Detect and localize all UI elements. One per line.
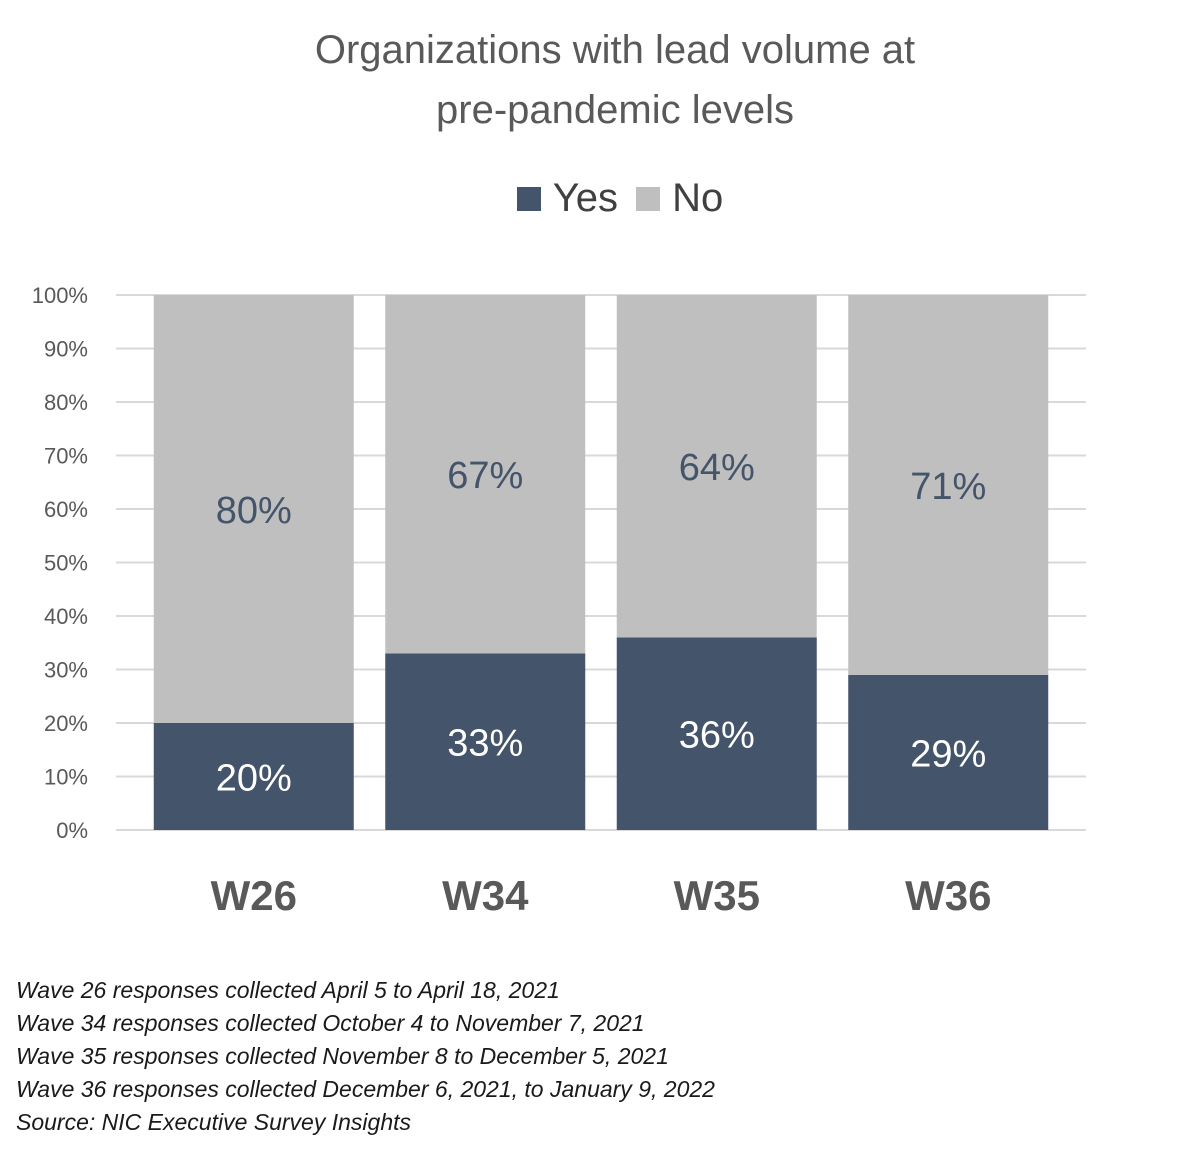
note-wave-35: Wave 35 responses collected November 8 t… (16, 1043, 669, 1069)
y-tick-label: 10% (44, 765, 88, 790)
stacked-bar-chart: 0% 10% 20% 30% 40% 50% 60% 70% 80% 90% 100% 20% 80% W… (32, 283, 1086, 919)
note-wave-36: Wave 36 responses collected December 6, … (16, 1076, 715, 1102)
x-tick-label: W26 (211, 872, 297, 919)
legend-label-no: No (672, 176, 724, 220)
bar-yes-w26 (153, 723, 354, 830)
chart-legend: Yes No (0, 176, 1204, 221)
bar-no-w35 (616, 295, 817, 638)
y-tick-label: 60% (44, 497, 88, 522)
data-label-yes-w36: 29% (910, 733, 986, 775)
data-label-no-w34: 67% (447, 455, 523, 497)
note-wave-34: Wave 34 responses collected October 4 to… (16, 1010, 645, 1036)
legend-item-yes: Yes (516, 176, 619, 221)
bar-yes-w35 (616, 637, 817, 830)
legend-label-yes: Yes (552, 176, 619, 220)
data-label-no-w35: 64% (679, 447, 755, 489)
bar-yes-w36 (848, 674, 1049, 830)
chart-title-line-2: pre-pandemic levels (436, 88, 794, 132)
note-wave-26: Wave 26 responses collected April 5 to A… (16, 977, 560, 1003)
legend-swatch-yes (516, 186, 541, 211)
data-label-no-w26: 80% (216, 490, 292, 532)
legend-item-no: No (636, 176, 723, 221)
bar-no-w36 (848, 295, 1049, 675)
y-tick-label: 80% (44, 390, 88, 415)
chart-title: Organizations with lead volume at pre-pa… (0, 20, 1204, 140)
note-source: Source: NIC Executive Survey Insights (16, 1109, 411, 1135)
chart-title-line-1: Organizations with lead volume at (314, 28, 916, 72)
y-tick-label: 20% (44, 711, 88, 736)
x-tick-label: W35 (674, 872, 760, 919)
legend-swatch-no (636, 186, 661, 211)
y-tick-label: 70% (44, 444, 88, 469)
chart-notes: Wave 26 responses collected April 5 to A… (16, 974, 715, 1139)
bar-no-w26 (153, 295, 354, 723)
x-tick-label: W34 (442, 872, 529, 919)
x-tick-label: W36 (905, 872, 991, 919)
data-label-yes-w35: 36% (679, 715, 755, 757)
bar-yes-w34 (385, 653, 586, 830)
y-tick-label: 30% (44, 658, 88, 683)
y-tick-label: 50% (44, 551, 88, 576)
data-label-yes-w26: 20% (216, 758, 292, 800)
y-tick-label: 40% (44, 604, 88, 629)
y-tick-label: 90% (44, 337, 88, 362)
y-tick-label: 100% (32, 283, 88, 308)
data-label-no-w36: 71% (910, 466, 986, 508)
y-tick-label: 0% (56, 818, 88, 843)
data-label-yes-w34: 33% (447, 723, 523, 765)
bar-no-w34 (385, 295, 586, 654)
